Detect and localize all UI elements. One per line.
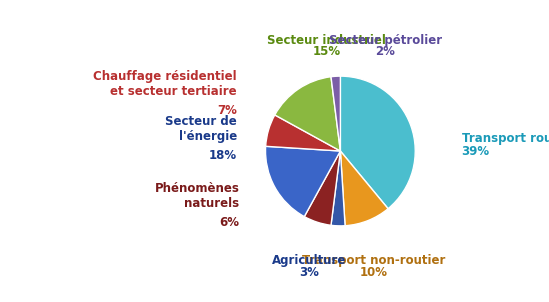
Text: 15%: 15% xyxy=(313,45,341,58)
Text: 2%: 2% xyxy=(376,45,395,58)
Text: 3%: 3% xyxy=(299,265,319,278)
Text: 7%: 7% xyxy=(217,104,237,117)
Text: 10%: 10% xyxy=(360,265,388,278)
Wedge shape xyxy=(266,115,340,151)
Text: Transport routier: Transport routier xyxy=(462,132,549,145)
Wedge shape xyxy=(331,76,340,151)
Wedge shape xyxy=(266,146,340,217)
Wedge shape xyxy=(340,76,415,209)
Text: 39%: 39% xyxy=(462,145,490,158)
Text: Phénomènes
naturels: Phénomènes naturels xyxy=(154,182,239,210)
Text: Secteur de
l'énergie: Secteur de l'énergie xyxy=(165,114,237,143)
Text: Chauffage résidentiel
et secteur tertiaire: Chauffage résidentiel et secteur tertiai… xyxy=(93,70,237,98)
Wedge shape xyxy=(304,151,340,225)
Wedge shape xyxy=(340,151,388,226)
Text: Secteur pétrolier: Secteur pétrolier xyxy=(329,34,442,47)
Text: 18%: 18% xyxy=(209,149,237,162)
Text: 6%: 6% xyxy=(219,216,239,230)
Text: Secteur industriel: Secteur industriel xyxy=(267,34,386,47)
Wedge shape xyxy=(331,151,345,226)
Text: Agriculture: Agriculture xyxy=(272,254,346,267)
Wedge shape xyxy=(275,77,340,151)
Text: Transport non-routier: Transport non-routier xyxy=(302,254,446,267)
